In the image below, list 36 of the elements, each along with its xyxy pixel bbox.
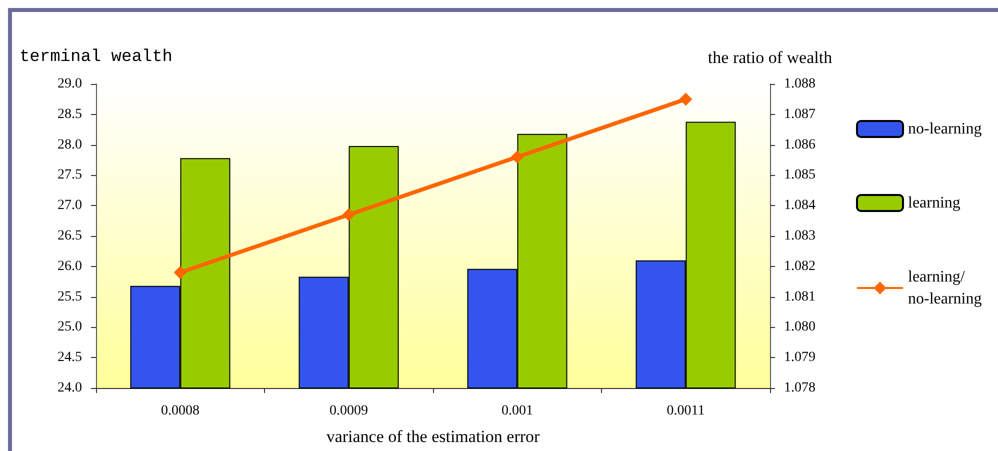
x-tick-label: 0.0008 — [161, 404, 200, 418]
y2-tick-label: 1.087 — [784, 106, 816, 122]
x-tick-label: 0.0009 — [330, 404, 368, 418]
point — [679, 92, 692, 106]
y2-tick-label: 1.079 — [784, 350, 816, 366]
y2-tick-label: 1.082 — [784, 258, 816, 274]
point — [174, 266, 187, 279]
y2-tick-label: 1.080 — [784, 320, 816, 335]
legend-label: learning/no-learning — [908, 268, 982, 308]
point — [510, 150, 524, 164]
y2-tick-label: 1.084 — [784, 198, 816, 214]
y-tick-label: 27.5 — [58, 168, 82, 183]
y2-tick-label: 1.085 — [784, 168, 816, 183]
y-tick-label: 25.0 — [58, 320, 82, 335]
x-tick-label: 0.001 — [502, 404, 533, 418]
y2-axis-title: the ratio of wealth — [708, 48, 833, 67]
y2-tick-label: 1.083 — [784, 228, 816, 244]
y-tick-label: 24.5 — [58, 350, 82, 366]
y-tick-label: 27.0 — [58, 198, 82, 214]
y-tick-label: 28.5 — [58, 106, 82, 122]
y2-tick-label: 1.081 — [784, 289, 816, 304]
x-tick-label: 0.0011 — [666, 404, 705, 418]
y-tick-label: 29.0 — [58, 76, 82, 92]
y2-tick-label: 1.088 — [784, 76, 816, 92]
x-axis-title: variance of the estimation error — [326, 427, 540, 446]
y-axis-title: terminal wealth — [19, 48, 173, 67]
y2-tick-label: 1.086 — [784, 137, 816, 152]
legend-label: learning — [908, 194, 960, 212]
point — [342, 208, 356, 222]
y-tick-label: 26.0 — [58, 258, 82, 274]
y-tick-label: 24.0 — [58, 380, 82, 396]
y2-tick-label: 1.078 — [784, 380, 816, 396]
legend-label: no-learning — [908, 120, 982, 138]
y-tick-label: 28.0 — [58, 137, 82, 152]
y-tick-label: 25.5 — [58, 289, 82, 304]
y-tick-label: 26.5 — [58, 228, 82, 244]
